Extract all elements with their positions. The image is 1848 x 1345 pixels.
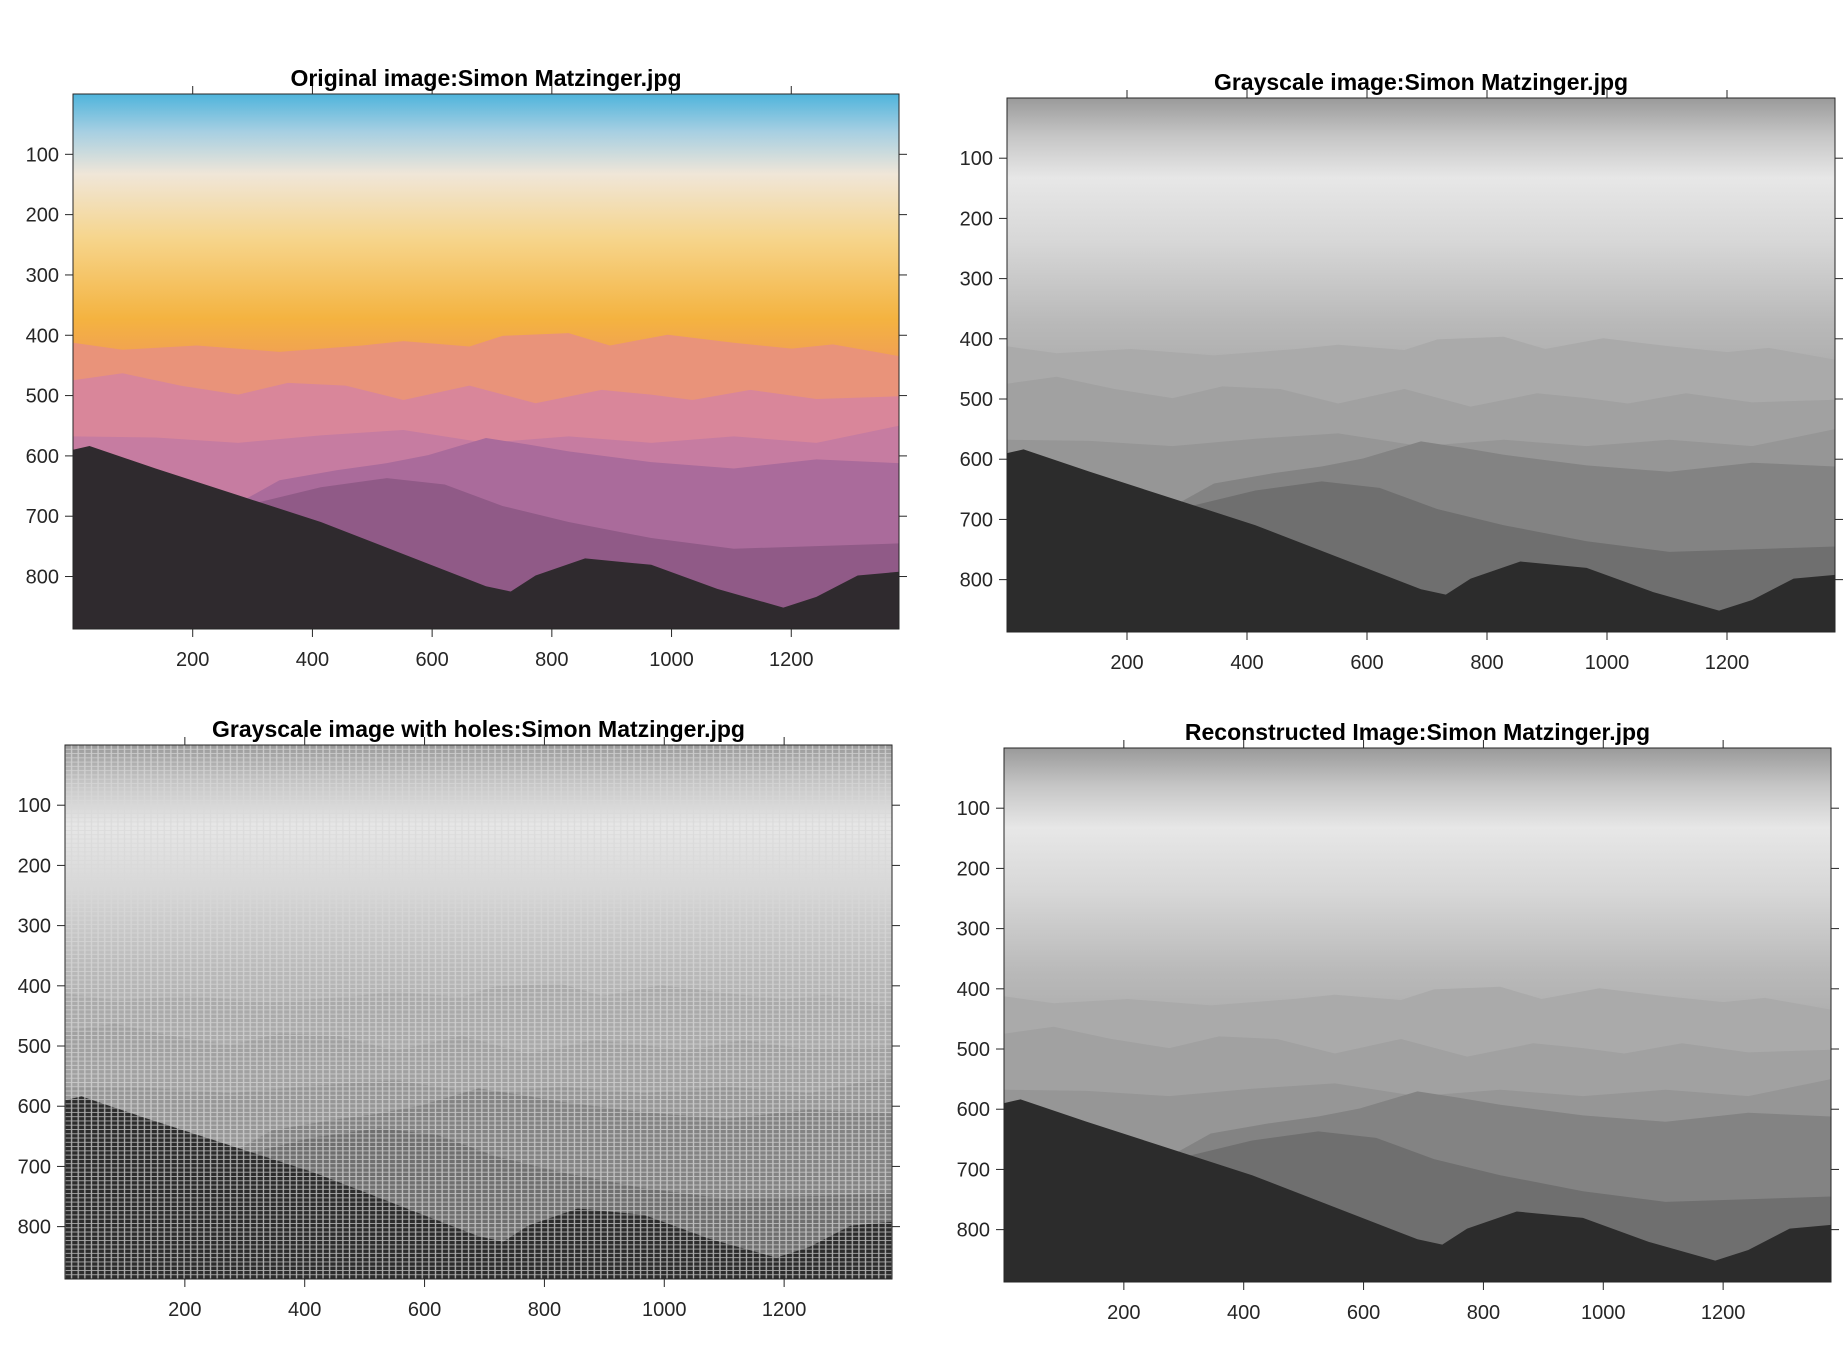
y-tick-label: 200 <box>18 855 51 877</box>
image <box>73 94 899 629</box>
x-tick-label: 400 <box>1227 1302 1260 1324</box>
x-tick-label: 400 <box>288 1299 321 1321</box>
image <box>1004 748 1831 1282</box>
y-tick-label: 100 <box>960 148 993 170</box>
subplot-title: Original image:Simon Matzinger.jpg <box>290 65 681 91</box>
y-tick-label: 200 <box>957 858 990 880</box>
subplot-title: Grayscale image:Simon Matzinger.jpg <box>1214 69 1628 95</box>
image <box>1007 98 1835 632</box>
image <box>65 745 892 1279</box>
y-tick-label: 500 <box>960 389 993 411</box>
x-tick-label: 200 <box>1107 1302 1140 1324</box>
x-tick-label: 1000 <box>1581 1302 1626 1324</box>
y-tick-label: 300 <box>957 919 990 941</box>
subplot-title: Reconstructed Image:Simon Matzinger.jpg <box>1185 719 1650 745</box>
y-tick-label: 100 <box>26 144 59 166</box>
x-tick-label: 600 <box>408 1299 441 1321</box>
y-tick-label: 400 <box>26 325 59 347</box>
x-tick-label: 800 <box>1467 1302 1500 1324</box>
y-tick-label: 700 <box>26 506 59 528</box>
y-tick-label: 100 <box>18 795 51 817</box>
x-tick-label: 1200 <box>762 1299 807 1321</box>
holes-mask <box>65 745 892 1279</box>
y-tick-label: 400 <box>960 329 993 351</box>
x-tick-label: 200 <box>176 649 209 671</box>
x-tick-label: 1000 <box>1585 652 1630 674</box>
x-tick-label: 400 <box>296 649 329 671</box>
y-tick-label: 700 <box>957 1159 990 1181</box>
y-tick-label: 200 <box>960 208 993 230</box>
x-tick-label: 1000 <box>642 1299 687 1321</box>
axes-box <box>64 744 893 1280</box>
subplot-title: Grayscale image with holes:Simon Matzing… <box>212 716 745 742</box>
subplot: 200 400 600 800 1000 1200 100 200 300 400 500 600 70… <box>26 65 907 671</box>
y-tick-label: 600 <box>957 1099 990 1121</box>
y-tick-label: 300 <box>18 916 51 938</box>
mountain <box>1004 1099 1831 1282</box>
y-tick-label: 400 <box>18 976 51 998</box>
y-tick-label: 800 <box>18 1217 51 1239</box>
x-tick-label: 600 <box>1347 1302 1380 1324</box>
y-tick-label: 400 <box>957 979 990 1001</box>
axes-box <box>1003 747 1832 1283</box>
mountain <box>73 446 899 629</box>
x-tick-label: 1200 <box>1701 1302 1746 1324</box>
mountain <box>1007 449 1835 632</box>
x-tick-label: 1000 <box>649 649 694 671</box>
x-tick-label: 1200 <box>1705 652 1750 674</box>
y-tick-label: 800 <box>957 1220 990 1242</box>
x-tick-label: 800 <box>1470 652 1503 674</box>
x-tick-label: 200 <box>168 1299 201 1321</box>
x-tick-label: 400 <box>1230 652 1263 674</box>
y-tick-label: 100 <box>957 798 990 820</box>
y-tick-label: 800 <box>960 570 993 592</box>
axes-box <box>72 93 900 630</box>
x-tick-label: 1200 <box>769 649 814 671</box>
y-tick-label: 600 <box>26 446 59 468</box>
x-tick-label: 600 <box>415 649 448 671</box>
y-tick-label: 500 <box>957 1039 990 1061</box>
y-tick-label: 700 <box>960 509 993 531</box>
subplot: 200 400 600 800 1000 1200 100 200 300 400 500 600 70… <box>957 719 1839 1324</box>
y-tick-label: 300 <box>960 269 993 291</box>
subplot: 200 400 600 800 1000 1200 100 200 300 400 500 600 70… <box>18 716 900 1321</box>
y-tick-label: 800 <box>26 567 59 589</box>
x-tick-label: 800 <box>528 1299 561 1321</box>
y-tick-label: 300 <box>26 265 59 287</box>
x-tick-label: 200 <box>1110 652 1143 674</box>
y-tick-label: 600 <box>18 1096 51 1118</box>
x-tick-label: 800 <box>535 649 568 671</box>
y-tick-label: 200 <box>26 205 59 227</box>
subplot: 200 400 600 800 1000 1200 100 200 300 400 500 600 70… <box>960 69 1843 674</box>
y-tick-label: 500 <box>18 1036 51 1058</box>
y-tick-label: 600 <box>960 449 993 471</box>
axes-box <box>1006 97 1836 633</box>
x-tick-label: 600 <box>1350 652 1383 674</box>
y-tick-label: 500 <box>26 386 59 408</box>
y-tick-label: 700 <box>18 1156 51 1178</box>
